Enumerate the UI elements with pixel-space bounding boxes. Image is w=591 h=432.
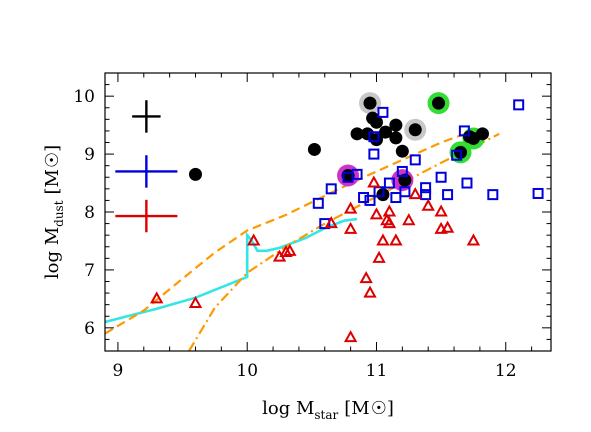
x-axis-label-main: log M <box>262 398 314 419</box>
galaxy-point-triangle <box>382 204 397 217</box>
galaxy-point-circle <box>369 133 383 147</box>
y-tick-label: 10 <box>73 87 95 107</box>
y-axis-label: log Mdust [M☉] <box>42 145 66 279</box>
galaxy-point-triangle <box>150 291 164 304</box>
galaxy-point-circle <box>432 96 446 110</box>
galaxy-point-circle <box>188 167 202 181</box>
data-points <box>150 96 544 343</box>
galaxy-point-square <box>383 177 395 189</box>
y-tick-label: 9 <box>84 145 95 165</box>
x-axis-label: log Mstar [M☉] <box>262 398 394 422</box>
galaxy-point-square <box>458 125 470 137</box>
x-axis-label-sub: star <box>314 408 338 422</box>
y-axis-label-main: log M <box>42 227 63 279</box>
galaxy-point-triangle <box>343 201 358 214</box>
x-axis-label-unit-end: ] <box>387 398 394 419</box>
galaxy-point-square <box>435 171 447 183</box>
sun-symbol-x: ☉ <box>371 398 387 419</box>
galaxy-point-square <box>442 189 454 201</box>
galaxy-point-triangle <box>434 204 448 217</box>
galaxy-point-square <box>409 154 421 166</box>
galaxy-point-triangle <box>324 216 338 229</box>
galaxy-point-square <box>513 99 525 111</box>
galaxy-point-square <box>487 189 499 201</box>
galaxy-point-triangle <box>466 233 481 246</box>
error-bars <box>115 100 178 233</box>
x-tick-label: 10 <box>236 361 258 381</box>
galaxy-point-triangle <box>363 285 377 298</box>
galaxy-point-triangle <box>369 207 384 220</box>
galaxy-point-square <box>420 182 432 194</box>
y-tick-label: 8 <box>84 203 95 223</box>
galaxy-point-circle <box>363 96 377 110</box>
tick-labels: 9 10 11 12 6 7 8 9 10 <box>73 87 516 381</box>
galaxy-point-circle <box>350 127 364 141</box>
galaxy-point-triangle <box>402 213 416 226</box>
galaxy-point-square <box>325 183 337 195</box>
galaxy-point-triangle <box>440 220 455 233</box>
galaxy-point-square <box>420 189 432 201</box>
y-tick-label: 6 <box>84 319 95 339</box>
y-axis-label-sub: dust <box>52 200 66 227</box>
galaxy-point-triangle <box>343 330 358 343</box>
galaxy-point-circle <box>475 127 489 141</box>
sun-symbol-y: ☉ <box>42 152 63 168</box>
galaxy-point-triangle <box>343 221 358 234</box>
x-tick-label: 12 <box>495 361 517 381</box>
galaxy-point-triangle <box>279 244 293 258</box>
x-tick-label: 9 <box>113 361 124 381</box>
galaxy-point-square <box>390 192 402 204</box>
galaxy-point-square <box>368 148 380 160</box>
x-axis-label-unit: [M <box>344 398 369 419</box>
y-tick-label: 7 <box>84 261 95 281</box>
galaxy-point-square <box>461 177 473 189</box>
plot-frame <box>104 72 552 352</box>
galaxy-point-triangle <box>359 271 373 284</box>
galaxy-point-triangle <box>408 187 422 200</box>
galaxy-point-circle <box>408 123 422 137</box>
galaxy-point-triangle <box>376 233 390 246</box>
galaxy-point-triangle <box>389 233 403 246</box>
galaxy-point-triangle <box>246 233 261 246</box>
galaxy-point-square <box>532 187 544 199</box>
axis-ticks <box>105 72 551 352</box>
model-line-solid <box>104 217 358 324</box>
galaxy-point-square <box>364 194 376 206</box>
galaxy-point-circle <box>307 142 321 156</box>
x-tick-label: 11 <box>366 361 388 381</box>
galaxy-point-triangle <box>367 175 381 188</box>
model-line-dashed <box>104 129 474 335</box>
galaxy-point-square <box>358 192 370 204</box>
highlight-rings <box>337 92 485 192</box>
y-axis-label-unit: [M <box>42 169 63 194</box>
galaxy-point-circle <box>389 131 403 145</box>
galaxy-point-triangle <box>382 216 397 229</box>
model-lines <box>104 129 500 352</box>
galaxy-point-circle <box>389 118 403 132</box>
galaxy-point-circle <box>369 115 383 129</box>
galaxy-point-square <box>351 168 363 180</box>
galaxy-point-circle <box>395 144 409 158</box>
y-axis-label-unit-end: ] <box>42 145 63 152</box>
galaxy-point-square <box>451 149 463 161</box>
galaxy-point-circle <box>379 125 393 139</box>
galaxy-point-square <box>368 131 380 143</box>
galaxy-point-triangle <box>188 295 203 309</box>
galaxy-point-triangle <box>421 198 435 211</box>
galaxy-point-square <box>399 186 411 198</box>
galaxy-point-triangle <box>283 243 297 256</box>
galaxy-point-square <box>396 165 408 177</box>
galaxy-point-square <box>312 197 324 209</box>
galaxy-point-triangle <box>372 250 386 263</box>
galaxy-point-square <box>377 106 389 118</box>
